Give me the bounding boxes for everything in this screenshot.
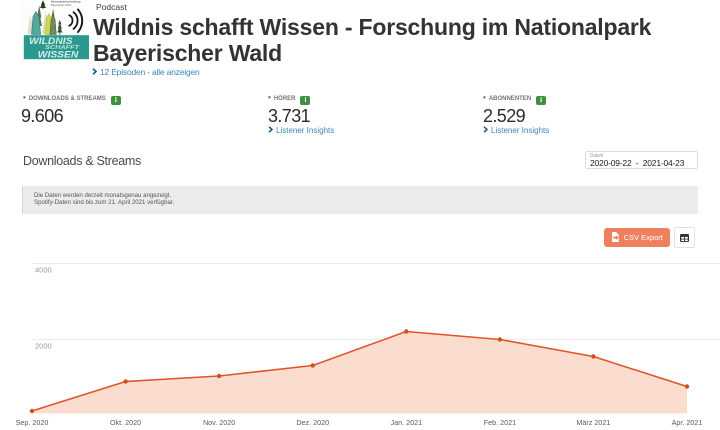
svg-text:Okt. 2020: Okt. 2020 (110, 418, 141, 427)
svg-text:Bayerischer Wald: Bayerischer Wald (51, 3, 72, 7)
svg-text:2000: 2000 (35, 342, 52, 351)
svg-text:WISSEN: WISSEN (38, 50, 80, 61)
svg-text:März 2021: März 2021 (576, 418, 610, 427)
svg-text:Dez. 2020: Dez. 2020 (296, 418, 329, 427)
svg-text:Jan. 2021: Jan. 2021 (391, 418, 423, 427)
svg-text:SCHAFFT: SCHAFFT (45, 45, 80, 51)
svg-text:Sep. 2020: Sep. 2020 (16, 418, 49, 427)
svg-text:Apr. 2021: Apr. 2021 (672, 418, 703, 427)
svg-text:Feb. 2021: Feb. 2021 (484, 418, 516, 427)
svg-text:WILDNIS: WILDNIS (29, 36, 73, 47)
svg-text:4000: 4000 (35, 266, 52, 275)
svg-text:Nationalparkverwaltung: Nationalparkverwaltung (51, 0, 81, 4)
svg-text:Nov. 2020: Nov. 2020 (203, 418, 235, 427)
